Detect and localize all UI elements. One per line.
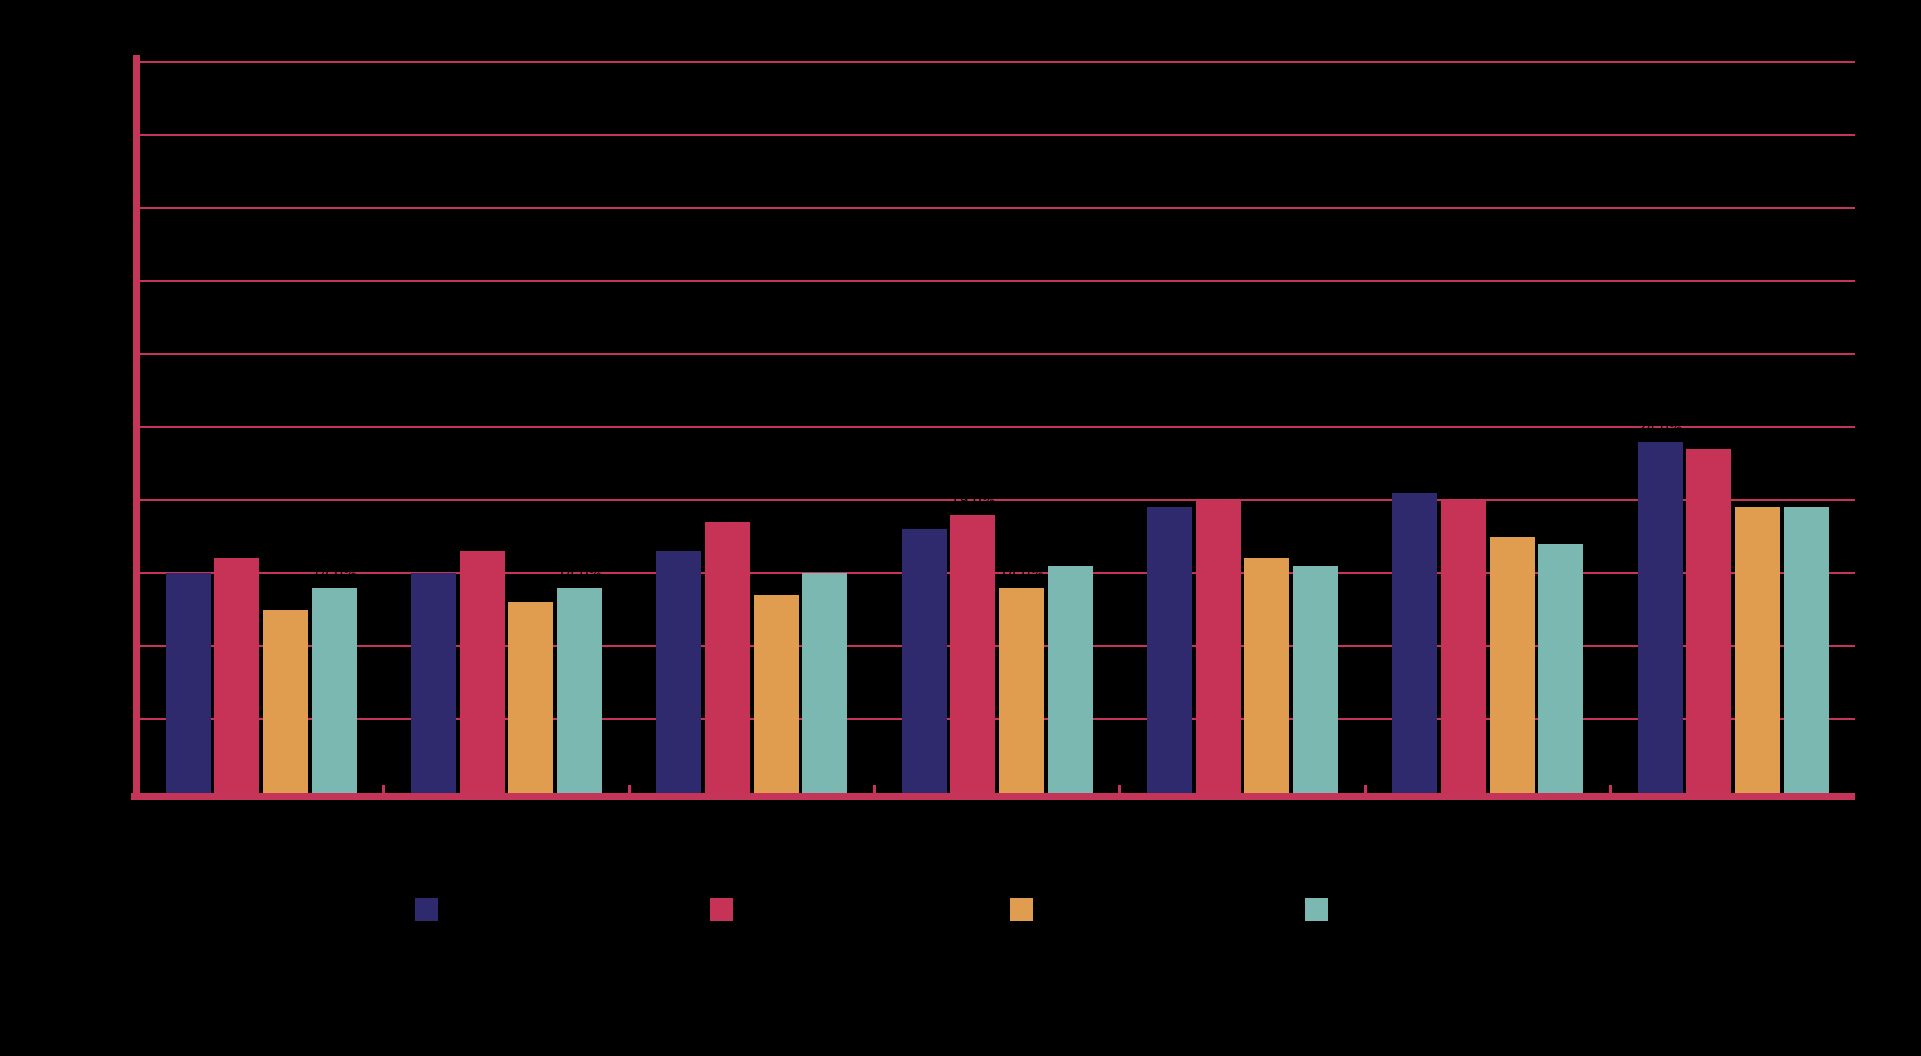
gridline [140, 572, 1855, 574]
bar-value-label: 16.5% [656, 529, 702, 546]
x-category-label [652, 828, 852, 844]
bar-value-label: 24.0% [1637, 419, 1683, 436]
bar-value-label: 19.5% [1783, 485, 1829, 502]
x-axis-tick [1118, 785, 1122, 793]
legend-swatch-series4 [1305, 898, 1328, 921]
x-category-label [1388, 828, 1588, 844]
x-category-label [897, 828, 1097, 844]
bar-value-label: 16.0% [214, 536, 260, 553]
bar-group4-series1 [901, 529, 947, 793]
bar-group1-series1 [165, 573, 211, 793]
x-category-label [407, 828, 607, 844]
bar-group4-series4 [1047, 565, 1093, 793]
x-category-label [161, 828, 361, 844]
bar-group1-series3 [263, 609, 309, 793]
bar-value-label: 13.5% [753, 572, 799, 589]
bar-value-label: 23.5% [1686, 426, 1731, 443]
bar-group5-series3 [1244, 558, 1290, 793]
bar-group3-series3 [753, 594, 799, 793]
gridline [140, 61, 1855, 63]
bar-group6-series3 [1489, 536, 1535, 793]
bar-value-label: 15.5% [1293, 543, 1338, 560]
x-axis-tick [873, 785, 876, 793]
x-category-label [1633, 828, 1833, 844]
bar-group7-series3 [1734, 507, 1780, 793]
x-axis-tick [627, 785, 631, 793]
bar-value-label: 12.5% [263, 587, 308, 604]
legend-swatch-series3 [1010, 898, 1033, 921]
bar-value-label: 18.0% [901, 507, 947, 524]
bar-value-label: 15.5% [1047, 543, 1093, 560]
bar-group5-series2 [1195, 500, 1241, 793]
gridline [140, 426, 1855, 428]
bar-group7-series1 [1637, 441, 1683, 793]
bar-value-label: 15.0% [165, 551, 211, 567]
gridline [140, 280, 1855, 282]
bar-value-label: 13.0% [508, 580, 554, 597]
legend-swatch-series1 [415, 898, 438, 921]
bar-value-label: 19.5% [1735, 485, 1780, 502]
bar-value-label: 18.5% [705, 499, 750, 516]
gridline [140, 718, 1855, 720]
x-axis-line [131, 793, 1855, 800]
bar-value-label: 14.0% [312, 565, 357, 582]
gridline [140, 645, 1855, 647]
x-axis-tick [1363, 785, 1367, 793]
bar-value-label: 19.5% [1147, 485, 1192, 502]
gridline [140, 499, 1855, 501]
bar-group1-series2 [214, 558, 260, 793]
bar-value-label: 16.0% [1244, 536, 1290, 553]
bar-group6-series2 [1440, 500, 1486, 793]
bar-value-label: 17.5% [1489, 514, 1535, 531]
gridline [140, 134, 1855, 136]
bar-group4-series3 [999, 587, 1044, 793]
bar-value-label: 16.5% [459, 529, 505, 546]
bar-value-label: 20.0% [1195, 478, 1241, 494]
legend-swatch-series2 [710, 898, 733, 921]
bar-group7-series2 [1686, 448, 1732, 793]
bar-value-label: 14.0% [557, 565, 602, 582]
bar-group4-series2 [950, 514, 996, 793]
bar-group3-series4 [802, 573, 848, 793]
bar-value-label: 20.0% [1441, 478, 1486, 494]
x-axis-tick [1608, 785, 1612, 793]
bar-group2-series3 [508, 602, 554, 793]
y-axis-line [133, 55, 140, 800]
bar-group2-series4 [557, 587, 603, 793]
x-category-label [1142, 828, 1342, 844]
bar-value-label: 15.0% [411, 551, 456, 567]
gridline [140, 207, 1855, 209]
x-axis-tick [382, 785, 386, 793]
bar-group3-series1 [656, 551, 702, 793]
bar-group3-series2 [705, 521, 750, 793]
bar-group5-series4 [1293, 565, 1338, 793]
bar-group7-series4 [1783, 507, 1829, 793]
bar-group1-series4 [311, 587, 357, 793]
bar-group5-series1 [1146, 507, 1192, 793]
bar-value-label: 15.0% [802, 551, 848, 567]
bar-group6-series1 [1392, 492, 1438, 793]
bar-group2-series2 [459, 551, 505, 793]
bar-group2-series1 [411, 573, 456, 793]
bar-value-label: 19.0% [950, 492, 996, 509]
bar-value-label: 20.5% [1392, 470, 1437, 487]
bar-group6-series4 [1538, 543, 1584, 793]
gridline [140, 353, 1855, 355]
bar-value-label: 14.0% [999, 565, 1044, 582]
bar-value-label: 17.0% [1538, 521, 1584, 538]
